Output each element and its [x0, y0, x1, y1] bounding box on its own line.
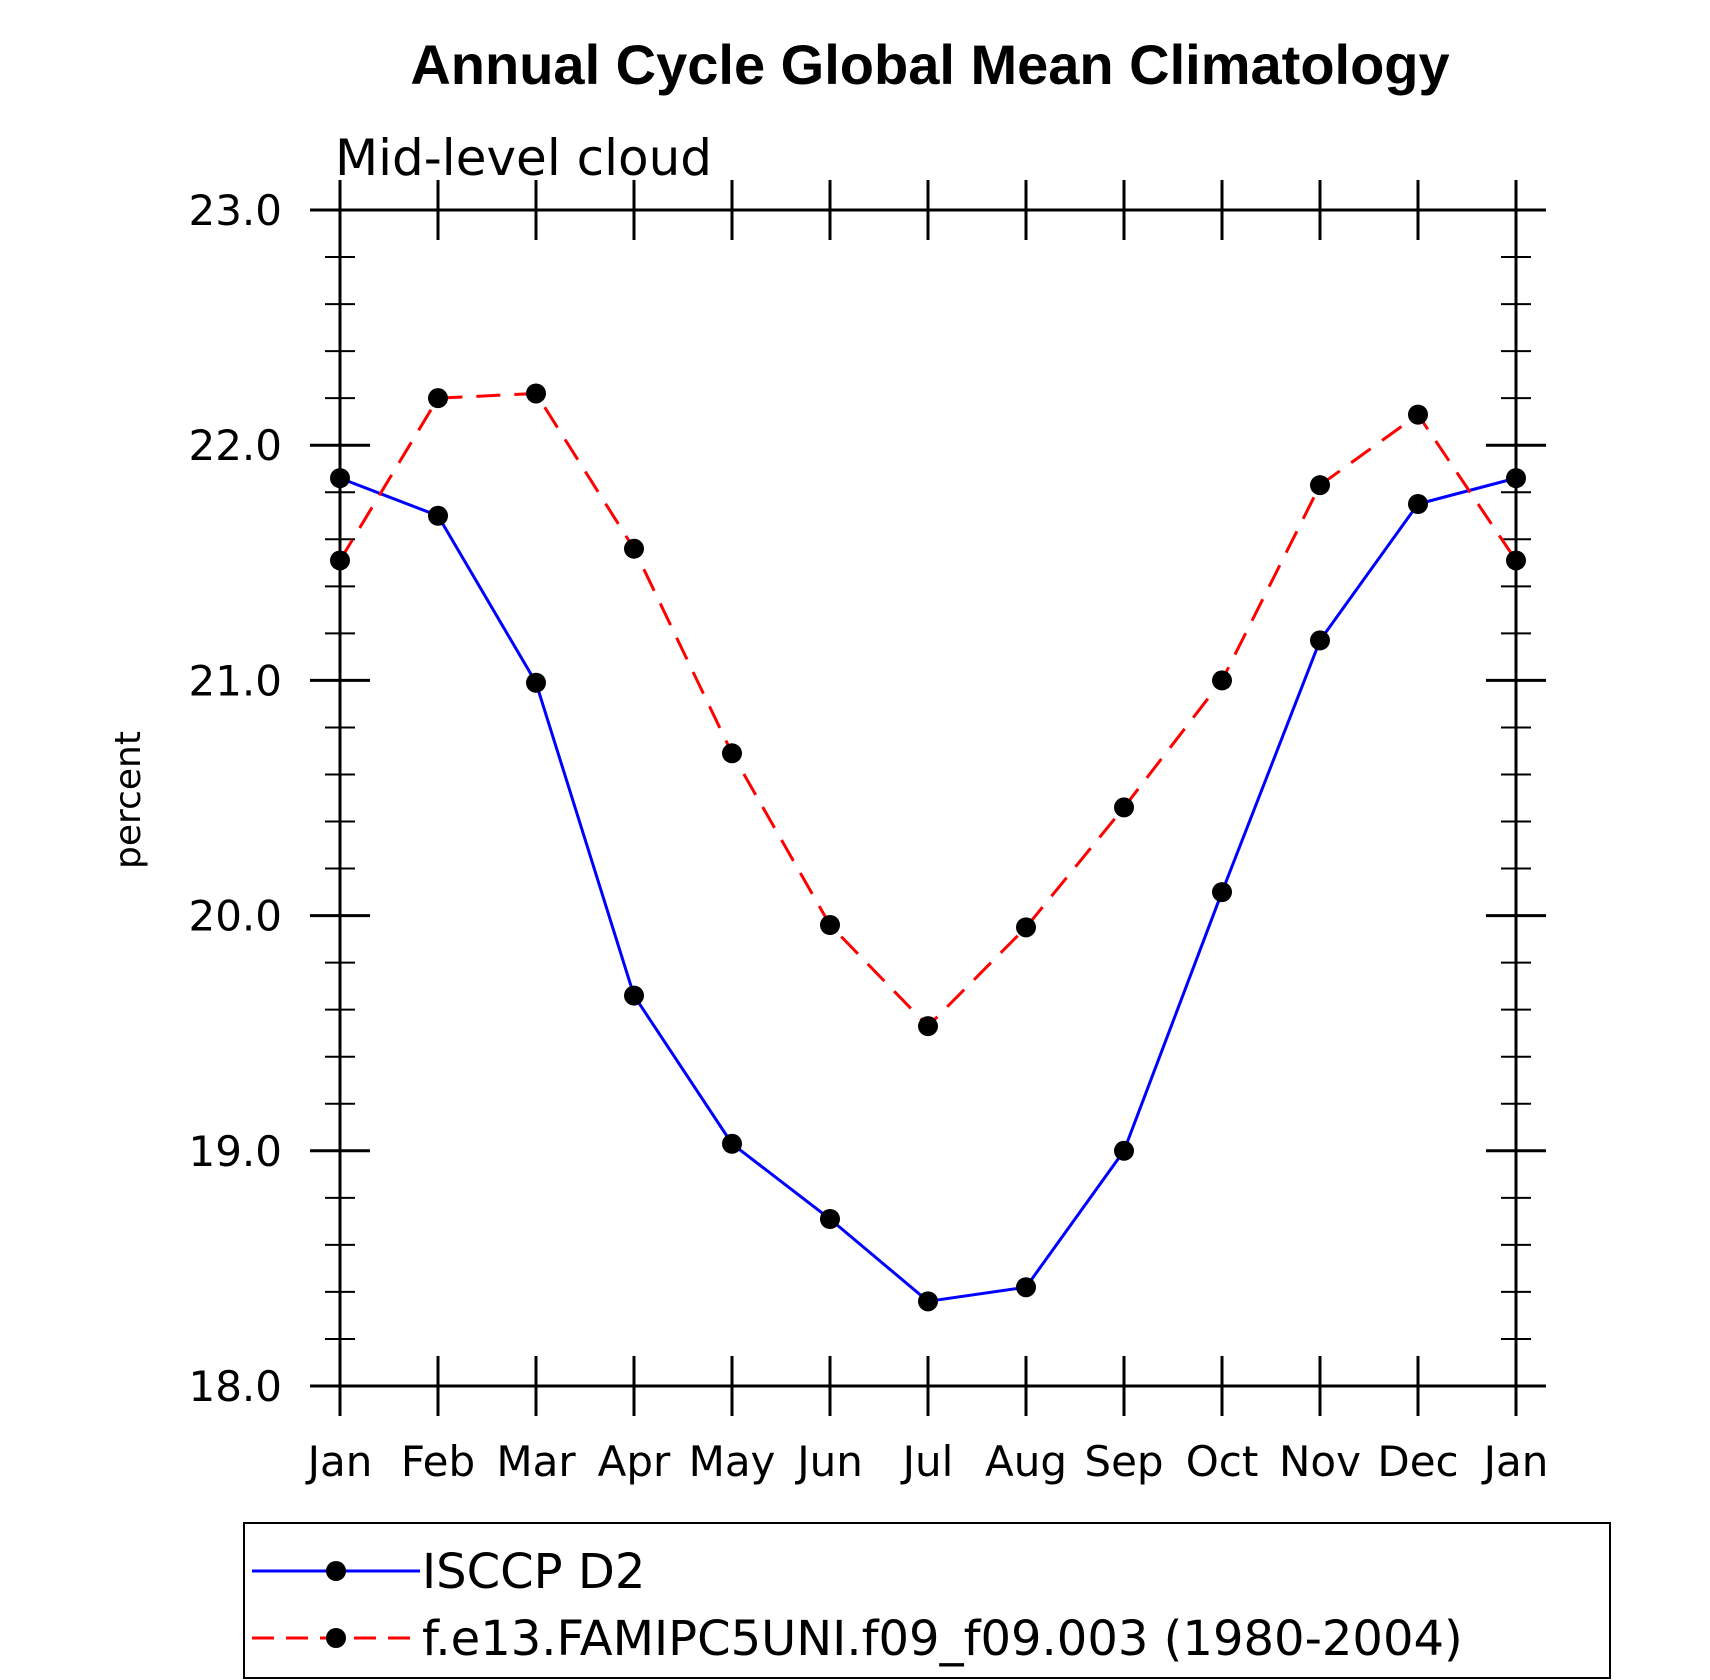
- x-tick-label: Aug: [985, 1437, 1067, 1486]
- y-tick-label: 23.0: [188, 186, 282, 235]
- data-point: [428, 505, 448, 526]
- data-point: [820, 1209, 840, 1230]
- data-point: [1114, 1140, 1134, 1161]
- data-point: [624, 538, 644, 559]
- data-point: [1506, 550, 1526, 571]
- data-point: [820, 915, 840, 936]
- x-tick-label: Feb: [401, 1437, 475, 1486]
- data-point: [1408, 494, 1428, 514]
- x-tick-label: Oct: [1186, 1437, 1259, 1486]
- data-point: [624, 985, 644, 1006]
- y-tick-label: 22.0: [188, 421, 282, 470]
- legend-label-1: f.e13.FAMIPC5UNI.f09_f09.003 (1980-2004): [422, 1611, 1463, 1667]
- data-point: [526, 672, 546, 693]
- y-axis-label: percent: [108, 731, 149, 869]
- data-point: [526, 383, 546, 404]
- y-tick-label: 19.0: [188, 1127, 282, 1176]
- x-tick-label: Sep: [1084, 1437, 1163, 1486]
- chart-subtitle: Mid-level cloud: [335, 129, 712, 187]
- data-point: [1212, 670, 1232, 691]
- series-line-0: [339, 476, 1517, 1303]
- data-point: [1016, 1277, 1036, 1298]
- data-point: [1506, 468, 1526, 489]
- x-tick-label: Jun: [794, 1437, 863, 1486]
- data-point: [330, 550, 350, 571]
- x-tick-label: Jan: [305, 1437, 373, 1486]
- y-tick-label: 21.0: [188, 656, 282, 705]
- legend-marker-0: [326, 1561, 346, 1581]
- data-point: [1016, 917, 1036, 938]
- legend-label-0: ISCCP D2: [422, 1544, 645, 1600]
- legend-marker-1: [326, 1628, 346, 1648]
- x-tick-label: Mar: [496, 1437, 576, 1486]
- data-point: [1310, 630, 1330, 651]
- x-tick-label: Nov: [1279, 1437, 1361, 1486]
- data-point: [1310, 475, 1330, 496]
- x-tick-label: Apr: [598, 1437, 671, 1486]
- legend: ISCCP D2 f.e13.FAMIPC5UNI.f09_f09.003 (19…: [243, 1522, 1611, 1679]
- legend-box: [243, 1522, 1611, 1679]
- data-point: [428, 388, 448, 409]
- data-point: [1114, 797, 1134, 818]
- data-point: [722, 743, 742, 764]
- data-point: [1212, 882, 1232, 903]
- plot-frame: [338, 208, 1518, 1388]
- data-point: [918, 1291, 938, 1312]
- x-tick-label: Jan: [1481, 1437, 1549, 1486]
- data-point: [918, 1016, 938, 1037]
- chart-title: Annual Cycle Global Mean Climatology: [410, 33, 1449, 96]
- x-tick-label: May: [689, 1437, 776, 1486]
- plot-area: Jan Feb Mar Apr May Jun Jul Aug Sep Oct Nov Dec Jan 1…: [188, 180, 1548, 1486]
- data-point: [1408, 404, 1428, 425]
- x-tick-label: Jul: [900, 1437, 954, 1486]
- data-point: [722, 1133, 742, 1154]
- y-tick-label: 18.0: [188, 1362, 282, 1411]
- x-tick-label: Dec: [1377, 1437, 1458, 1486]
- data-point: [330, 468, 350, 489]
- series-line-1: [338, 391, 1518, 1029]
- y-tick-label: 20.0: [188, 892, 282, 941]
